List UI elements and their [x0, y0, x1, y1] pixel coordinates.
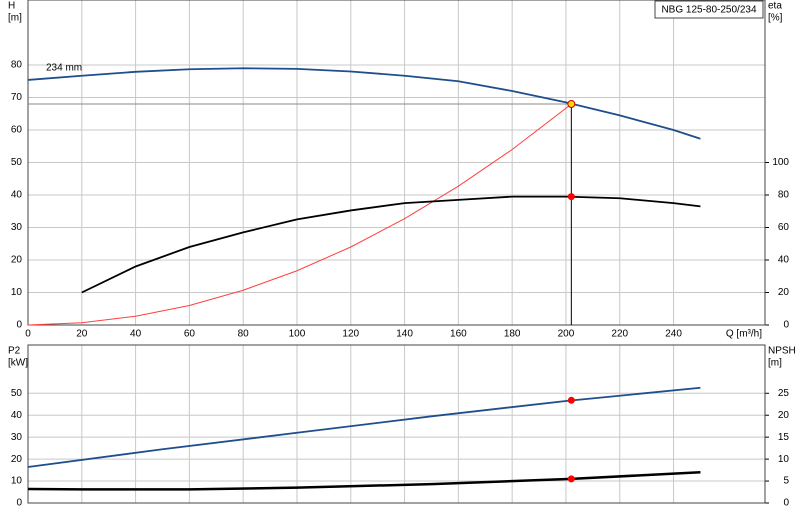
curve-label: 234 mm — [46, 63, 82, 74]
x-tick-label: 140 — [396, 329, 413, 340]
series-line — [81, 195, 701, 294]
x-tick-label: 180 — [504, 329, 521, 340]
y-tick-label: 0 — [16, 320, 22, 331]
title-box — [654, 0, 764, 19]
duty-point — [567, 100, 576, 108]
y2-tick-label: 40 — [778, 255, 790, 266]
y2-tick-label: 80 — [778, 190, 790, 201]
x-tick-label: 0 — [25, 329, 31, 340]
x-tick-label: 160 — [450, 329, 467, 340]
plot-frame — [27, 0, 766, 326]
y-axis-unit: [kW] — [8, 358, 28, 369]
x-tick-label: 80 — [238, 329, 250, 340]
y2-tick-label: 0 — [783, 498, 789, 509]
y-tick-label: 40 — [11, 190, 23, 201]
x-axis-label: Q [m³/h] — [726, 329, 762, 340]
y-tick-label: 30 — [11, 432, 23, 443]
y2-tick-label: 60 — [778, 222, 790, 233]
y2-tick-label: 20 — [778, 410, 790, 421]
y2-tick-label: 15 — [778, 432, 790, 443]
y-tick-label: 30 — [11, 222, 23, 233]
y-tick-label: 80 — [11, 60, 23, 71]
y-tick-label: 40 — [11, 410, 23, 421]
series-line — [27, 103, 572, 326]
x-tick-label: 60 — [184, 329, 196, 340]
y2-tick-label: 10 — [778, 454, 790, 465]
y-tick-label: 70 — [11, 92, 23, 103]
y2-axis-unit: [m] — [768, 358, 782, 369]
x-tick-label: 120 — [342, 329, 359, 340]
x-tick-label: 100 — [289, 329, 306, 340]
y-axis-label: P2 — [8, 346, 21, 357]
y2-axis-label: NPSH — [768, 346, 796, 357]
duty-point — [567, 475, 575, 483]
y-tick-label: 10 — [11, 287, 23, 298]
duty-point — [567, 396, 575, 404]
x-tick-label: 20 — [76, 329, 88, 340]
y-tick-label: 0 — [16, 498, 22, 509]
y-axis-unit: [m] — [8, 13, 22, 24]
y2-tick-label: 25 — [778, 388, 790, 399]
series-line — [27, 386, 701, 468]
y2-tick-label: 0 — [783, 320, 789, 331]
series-line — [27, 67, 701, 140]
y-tick-label: 20 — [11, 255, 23, 266]
y2-tick-label: 20 — [778, 287, 790, 298]
y2-tick-label: 100 — [772, 157, 789, 168]
x-tick-label: 40 — [130, 329, 142, 340]
y2-tick-label: 5 — [783, 476, 789, 487]
y-tick-label: 10 — [11, 476, 23, 487]
y2-axis-unit: [%] — [768, 13, 783, 24]
duty-point — [567, 193, 575, 201]
chart-title: NBG 125-80-250/234 — [661, 5, 757, 16]
x-tick-label: 240 — [665, 329, 682, 340]
y-tick-label: 50 — [11, 388, 23, 399]
y2-axis-label: eta — [768, 1, 782, 12]
y-axis-label: H — [8, 1, 15, 12]
x-tick-label: 200 — [558, 329, 575, 340]
y-tick-label: 50 — [11, 157, 23, 168]
y-tick-label: 60 — [11, 125, 23, 136]
plot-frame — [27, 344, 766, 504]
x-tick-label: 220 — [611, 329, 628, 340]
y-tick-label: 20 — [11, 454, 23, 465]
